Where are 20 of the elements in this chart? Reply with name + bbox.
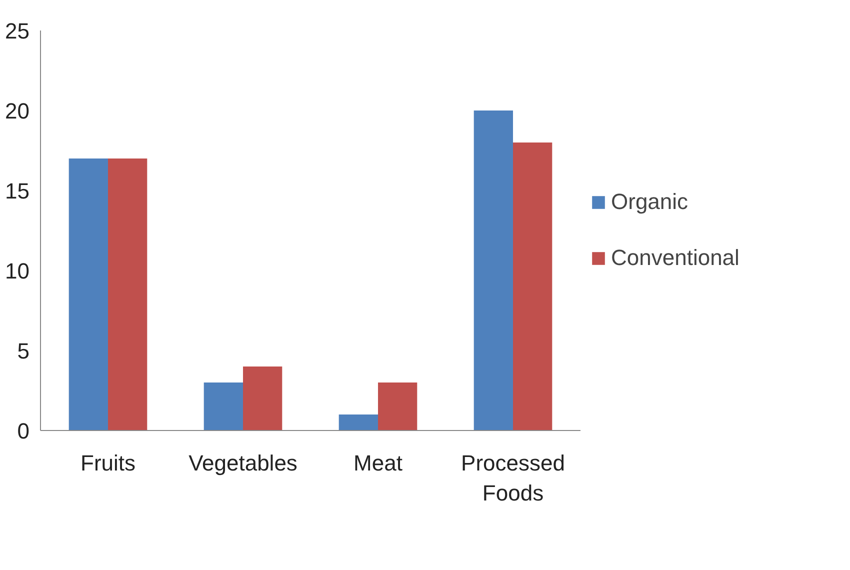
bar	[243, 366, 282, 430]
y-tick-label: 5	[17, 338, 30, 364]
bar	[338, 414, 378, 430]
bar	[204, 382, 243, 430]
bar	[68, 158, 108, 430]
bar	[513, 142, 552, 430]
x-tick-label: Processed Foods	[461, 450, 565, 506]
y-tick-label: 25	[5, 18, 30, 44]
bar	[474, 110, 513, 430]
y-tick-label: 0	[17, 418, 30, 444]
bar	[108, 158, 148, 430]
legend-label: Conventional	[611, 245, 740, 271]
legend-label: Organic	[611, 189, 688, 215]
y-tick-label: 20	[5, 98, 30, 124]
y-tick-label: 15	[5, 178, 30, 204]
x-tick-label: Fruits	[80, 450, 136, 476]
x-tick-label: Meat	[354, 450, 402, 476]
bar	[378, 382, 418, 430]
x-tick-label: Vegetables	[188, 450, 298, 476]
y-tick-label: 10	[5, 258, 30, 284]
